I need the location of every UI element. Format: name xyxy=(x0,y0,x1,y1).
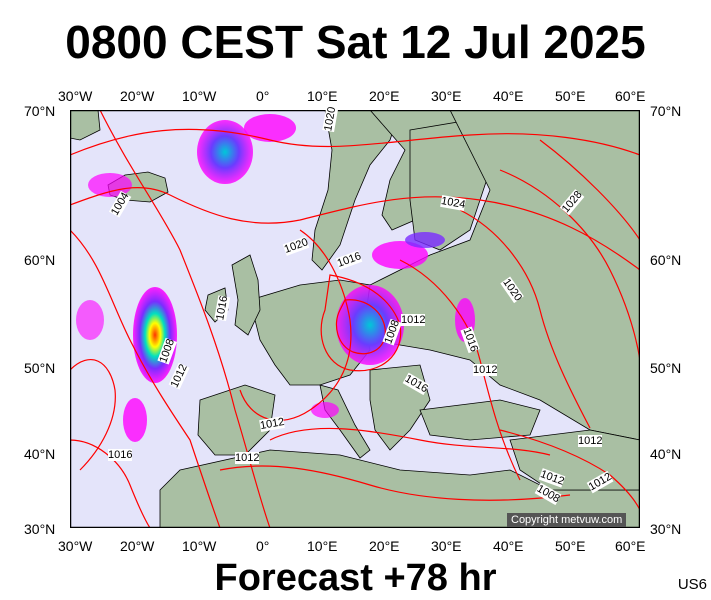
land xyxy=(70,110,640,528)
lon-label: 20°W xyxy=(120,88,155,104)
lon-label: 20°E xyxy=(369,88,400,104)
lat-label: 30°N xyxy=(650,521,682,537)
lat-label: 40°N xyxy=(24,446,56,462)
lon-label: 10°E xyxy=(307,538,338,554)
lon-label: 0° xyxy=(256,88,270,104)
lat-label: 30°N xyxy=(24,521,56,537)
isobars xyxy=(70,110,640,528)
region-code: US6 xyxy=(677,576,707,593)
lon-label: 20°E xyxy=(369,538,400,554)
forecast-label: Forecast +78 hr xyxy=(214,557,497,599)
lon-label: 40°E xyxy=(493,538,524,554)
lon-label: 50°E xyxy=(555,538,586,554)
lon-label: 60°E xyxy=(615,88,646,104)
lon-label: 0° xyxy=(256,538,270,554)
map-title: 0800 CEST Sat 12 Jul 2025 xyxy=(65,16,646,68)
lon-label: 40°E xyxy=(493,88,524,104)
lat-label: 50°N xyxy=(650,360,682,376)
isobar-label: 1012 xyxy=(401,314,426,326)
isobar-label: 1012 xyxy=(235,452,260,464)
weather-map xyxy=(70,110,640,528)
lon-label: 30°E xyxy=(431,88,462,104)
isobar-label: 1012 xyxy=(473,364,498,376)
lon-label: 30°W xyxy=(58,538,93,554)
precipitation xyxy=(76,114,475,442)
lat-label: 60°N xyxy=(650,252,682,268)
isobar-label: 1016 xyxy=(108,449,133,461)
lat-label: 70°N xyxy=(650,103,682,119)
copyright-badge: Copyright metvuw.com xyxy=(507,513,627,527)
lat-label: 50°N xyxy=(24,360,56,376)
isobar-label: 1012 xyxy=(578,435,603,447)
lon-label: 30°W xyxy=(58,88,93,104)
lon-label: 10°W xyxy=(182,538,217,554)
lat-label: 40°N xyxy=(650,446,682,462)
lon-label: 30°E xyxy=(431,538,462,554)
lon-label: 10°W xyxy=(182,88,217,104)
lon-label: 20°W xyxy=(120,538,155,554)
lon-label: 10°E xyxy=(307,88,338,104)
lon-label: 50°E xyxy=(555,88,586,104)
lat-label: 70°N xyxy=(24,103,56,119)
lon-label: 60°E xyxy=(615,538,646,554)
lat-label: 60°N xyxy=(24,252,56,268)
